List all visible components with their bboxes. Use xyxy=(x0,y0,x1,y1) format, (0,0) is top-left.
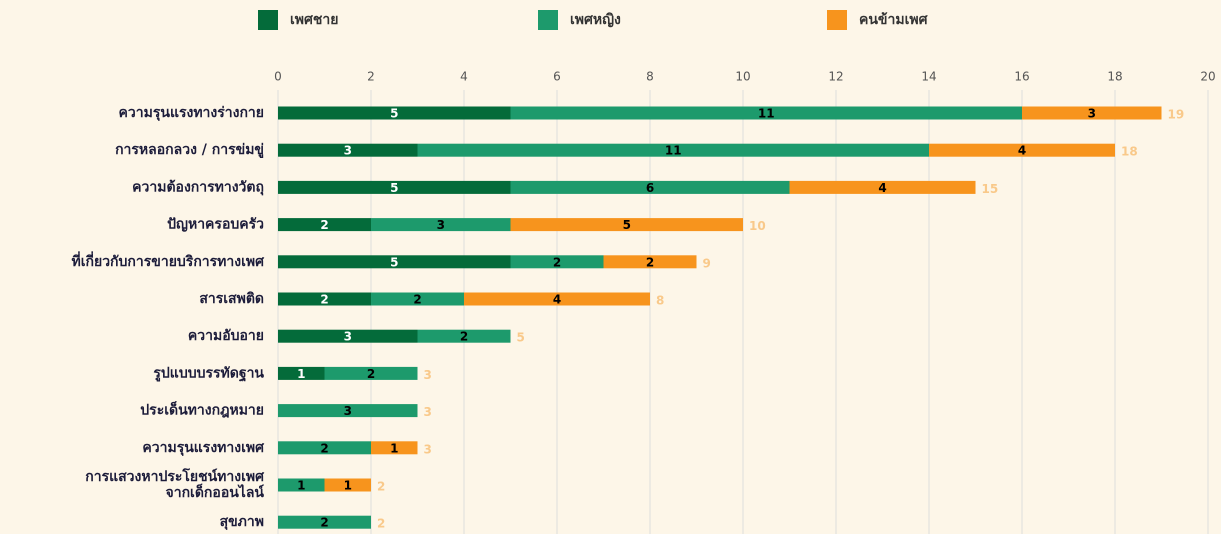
bar-segment xyxy=(510,180,790,194)
x-tick-label: 18 xyxy=(1107,70,1122,84)
bar-segment xyxy=(278,515,371,529)
bar-segment xyxy=(278,143,418,157)
x-tick-label: 20 xyxy=(1200,70,1215,84)
segment-label: 1 xyxy=(344,479,352,493)
y-tick-label: สารเสพติด xyxy=(199,291,264,307)
y-tick-label: รูปแบบบรรทัดฐาน xyxy=(153,365,264,382)
y-tick-label: ความรุนแรงทางเพศ xyxy=(142,440,265,456)
segment-label: 2 xyxy=(320,441,328,455)
total-label: 5 xyxy=(517,331,525,345)
x-tick-label: 16 xyxy=(1014,70,1029,84)
bar-segment xyxy=(278,478,325,492)
legend-label: เพศหญิง xyxy=(570,12,621,28)
bar-segment xyxy=(278,404,418,418)
y-tick-label: ความอับอาย xyxy=(188,328,264,344)
x-tick-label: 10 xyxy=(735,70,750,84)
bar-segment xyxy=(417,329,511,343)
segment-label: 3 xyxy=(344,404,352,418)
total-label: 8 xyxy=(656,294,664,308)
bar-segment xyxy=(510,218,743,232)
x-tick-label: 2 xyxy=(367,70,375,84)
bar-segment xyxy=(278,255,511,269)
x-tick-label: 12 xyxy=(828,70,843,84)
y-tick-label: การแสวงหาประโยชน์ทางเพศจากเด็กออนไลน์ xyxy=(85,467,265,501)
segment-label: 4 xyxy=(553,293,561,307)
bar-segment xyxy=(510,106,1022,120)
segment-label: 2 xyxy=(413,293,421,307)
segment-label: 1 xyxy=(390,441,398,455)
y-tick-label: ปัญหาครอบครัว xyxy=(167,217,264,233)
y-tick-label: ที่เกี่ยวกับการขายบริการทางเพศ xyxy=(72,251,266,270)
bar-segment xyxy=(278,292,371,306)
bar-segment xyxy=(1022,106,1162,120)
legend-swatch xyxy=(827,10,847,30)
total-label: 3 xyxy=(424,442,432,456)
legend-swatch xyxy=(258,10,278,30)
bar-segment xyxy=(417,143,929,157)
legend-label: คนข้ามเพศ xyxy=(859,12,929,28)
segment-label: 3 xyxy=(344,144,352,158)
segment-label: 1 xyxy=(297,479,305,493)
segment-label: 4 xyxy=(878,181,886,195)
bar-segment xyxy=(324,366,418,380)
bar-segment xyxy=(278,106,511,120)
bar-segment xyxy=(510,255,604,269)
total-label: 2 xyxy=(377,517,385,531)
bar-segment xyxy=(371,441,418,455)
bar-segment xyxy=(278,366,325,380)
segment-label: 3 xyxy=(344,330,352,344)
bar-segment xyxy=(278,441,371,455)
bar-segment xyxy=(371,218,511,232)
bar-segment xyxy=(278,329,418,343)
y-tick-label: ประเด็นทางกฎหมาย xyxy=(140,401,264,419)
y-tick-label: สุขภาพ xyxy=(220,514,264,530)
legend-swatch xyxy=(538,10,558,30)
total-label: 19 xyxy=(1168,108,1185,122)
legend-label: เพศชาย xyxy=(290,12,338,28)
bar-segment xyxy=(324,478,371,492)
bar-segment xyxy=(603,255,697,269)
total-label: 3 xyxy=(424,405,432,419)
segment-label: 2 xyxy=(553,255,561,269)
segment-label: 5 xyxy=(390,107,398,121)
y-tick-label: การหลอกลวง / การข่มขู่ xyxy=(115,142,264,158)
x-tick-label: 6 xyxy=(553,70,561,84)
bar-segment xyxy=(278,180,511,194)
x-tick-label: 14 xyxy=(921,70,936,84)
total-label: 2 xyxy=(377,480,385,494)
segment-label: 6 xyxy=(646,181,654,195)
bar-segment xyxy=(789,180,976,194)
segment-label: 5 xyxy=(390,255,398,269)
y-tick-label: ความต้องการทางวัตถุ xyxy=(132,179,264,195)
segment-label: 1 xyxy=(297,367,305,381)
segment-label: 4 xyxy=(1018,144,1026,158)
total-label: 18 xyxy=(1121,145,1138,159)
segment-label: 11 xyxy=(665,144,682,158)
bar-segment xyxy=(464,292,650,306)
segment-label: 5 xyxy=(390,181,398,195)
segment-label: 2 xyxy=(320,516,328,530)
y-tick-label: ความรุนแรงทางร่างกาย xyxy=(119,105,264,121)
segment-label: 2 xyxy=(367,367,375,381)
total-label: 3 xyxy=(424,368,432,382)
total-label: 10 xyxy=(749,219,766,233)
x-tick-label: 0 xyxy=(274,70,282,84)
total-label: 9 xyxy=(703,256,711,270)
segment-label: 2 xyxy=(320,218,328,232)
segment-label: 5 xyxy=(623,218,631,232)
segment-label: 2 xyxy=(646,255,654,269)
segment-label: 3 xyxy=(1088,107,1096,121)
bar-segment xyxy=(278,218,371,232)
segment-label: 2 xyxy=(320,293,328,307)
segment-label: 2 xyxy=(460,330,468,344)
segment-label: 3 xyxy=(437,218,445,232)
total-label: 15 xyxy=(982,182,999,196)
bar-segment xyxy=(371,292,464,306)
bar-segment xyxy=(929,143,1115,157)
segment-label: 11 xyxy=(758,107,775,121)
x-tick-label: 8 xyxy=(646,70,654,84)
x-tick-label: 4 xyxy=(460,70,468,84)
